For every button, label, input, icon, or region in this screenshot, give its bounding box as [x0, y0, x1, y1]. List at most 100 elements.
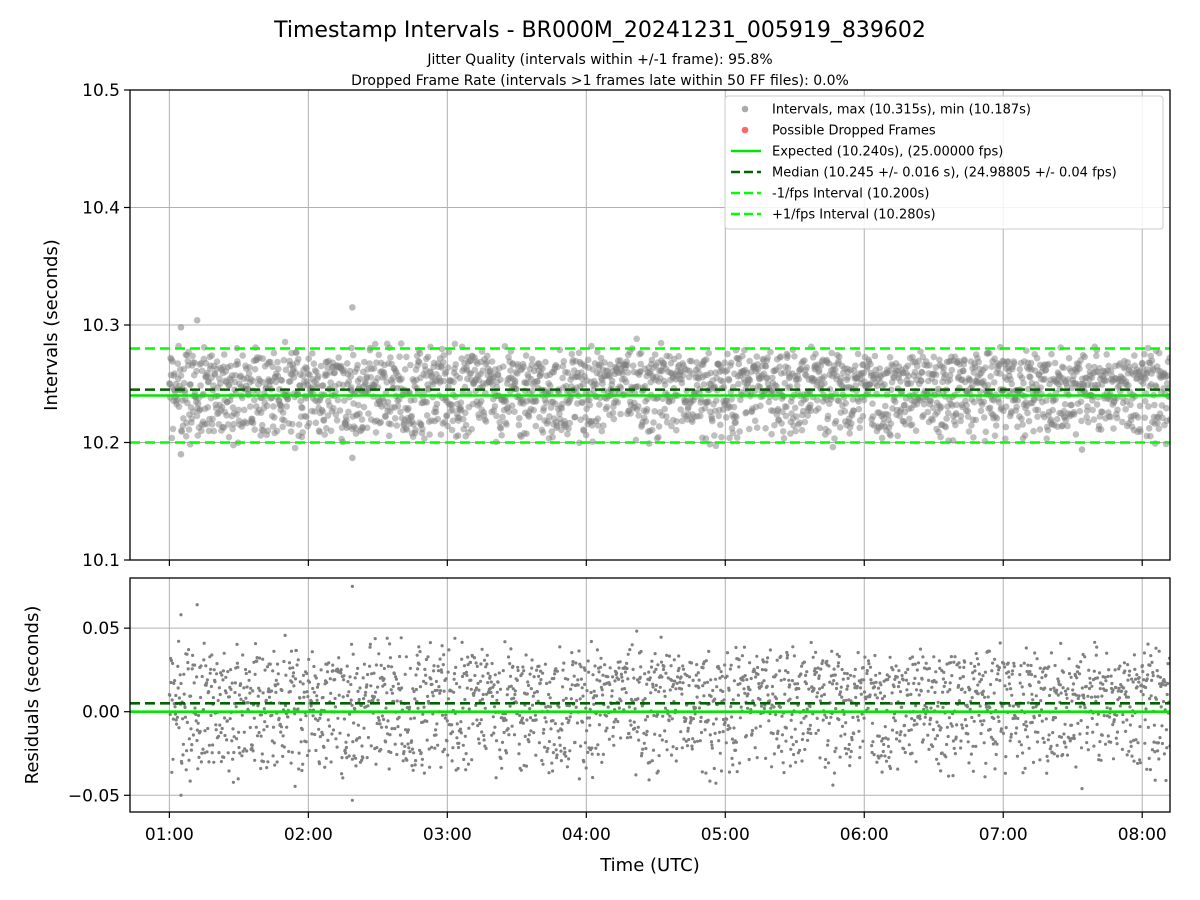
residual-point: [772, 705, 776, 709]
residual-point: [531, 694, 535, 698]
residual-point: [1043, 666, 1047, 670]
residual-point: [377, 652, 381, 656]
residual-point: [534, 718, 538, 722]
residual-point: [376, 698, 380, 702]
residual-point: [374, 690, 378, 694]
residual-point: [321, 695, 325, 700]
residual-point: [373, 637, 377, 641]
residual-point: [709, 678, 713, 682]
residual-point: [310, 732, 314, 736]
residual-point: [307, 680, 312, 684]
residual-point: [186, 660, 190, 665]
residual-point: [617, 677, 621, 682]
residual-point: [212, 760, 216, 764]
chart-subtitle-jitter: Jitter Quality (intervals within +/-1 fr…: [426, 52, 772, 68]
residual-point: [900, 705, 904, 709]
residual-point: [338, 731, 342, 735]
interval-point: [371, 340, 379, 348]
interval-point: [412, 426, 419, 434]
interval-point: [445, 348, 453, 356]
residual-point: [986, 695, 990, 699]
residual-point: [687, 683, 691, 688]
interval-point: [401, 366, 409, 373]
residual-point: [538, 681, 542, 685]
interval-point: [1107, 413, 1114, 421]
residual-point: [329, 760, 333, 764]
residual-point: [477, 688, 481, 692]
residual-point: [848, 673, 853, 677]
interval-point: [675, 353, 682, 360]
residual-point: [395, 752, 399, 757]
residual-point: [663, 694, 667, 699]
residual-point: [671, 745, 675, 749]
interval-point: [210, 427, 218, 435]
residual-point: [311, 686, 315, 691]
residual-point: [536, 699, 540, 703]
residual-point: [256, 704, 260, 708]
residual-point: [837, 654, 841, 659]
residual-point: [182, 692, 186, 696]
residual-point: [717, 739, 721, 743]
interval-point: [312, 419, 320, 427]
residual-point: [627, 705, 632, 709]
interval-point: [783, 403, 790, 411]
interval-point: [224, 421, 232, 428]
interval-point: [295, 421, 303, 428]
residual-point: [698, 739, 702, 743]
residual-point: [1002, 662, 1006, 666]
residual-point: [1003, 771, 1008, 775]
residual-point: [447, 648, 451, 652]
residual-point: [292, 684, 296, 688]
residual-point: [1123, 669, 1127, 673]
residual-point: [489, 680, 493, 684]
residual-point: [177, 639, 181, 643]
residual-point: [820, 694, 824, 698]
interval-point: [478, 397, 485, 405]
residual-point: [466, 663, 470, 667]
residual-point: [635, 678, 640, 682]
residual-point: [171, 717, 175, 721]
interval-point: [912, 427, 920, 435]
residual-point: [615, 671, 619, 675]
residual-point: [654, 683, 658, 688]
residual-point: [873, 693, 877, 697]
residual-point: [649, 691, 653, 695]
interval-point: [829, 443, 837, 451]
interval-point: [743, 409, 750, 416]
interval-point: [1089, 406, 1096, 414]
residual-point: [787, 678, 791, 682]
interval-point: [608, 377, 616, 385]
residual-point: [660, 738, 664, 742]
residual-point: [1124, 729, 1128, 734]
residual-point: [680, 692, 684, 696]
residual-point: [1022, 661, 1026, 665]
interval-point: [887, 432, 894, 439]
interval-point: [177, 372, 185, 379]
residual-point: [822, 692, 827, 697]
residual-point: [774, 713, 778, 717]
residual-point: [857, 729, 861, 733]
interval-point: [1137, 428, 1144, 435]
residual-point: [999, 729, 1003, 733]
residual-point: [922, 722, 926, 726]
residual-point: [1075, 676, 1079, 680]
residual-point: [274, 690, 278, 695]
residual-point: [455, 736, 459, 740]
interval-point: [397, 408, 404, 416]
interval-point: [270, 349, 278, 357]
residual-point: [243, 747, 247, 751]
residual-point: [982, 741, 986, 745]
residual-point: [210, 751, 214, 755]
interval-point: [765, 398, 773, 406]
interval-point: [198, 367, 206, 375]
residual-point: [460, 674, 465, 679]
residual-point: [360, 744, 364, 748]
residual-point: [824, 715, 829, 720]
residual-point: [671, 682, 676, 687]
interval-point: [888, 386, 895, 394]
residual-point: [532, 731, 536, 735]
residual-point: [691, 678, 695, 683]
interval-point: [297, 397, 305, 405]
residual-point: [891, 668, 895, 672]
interval-point: [897, 378, 904, 385]
